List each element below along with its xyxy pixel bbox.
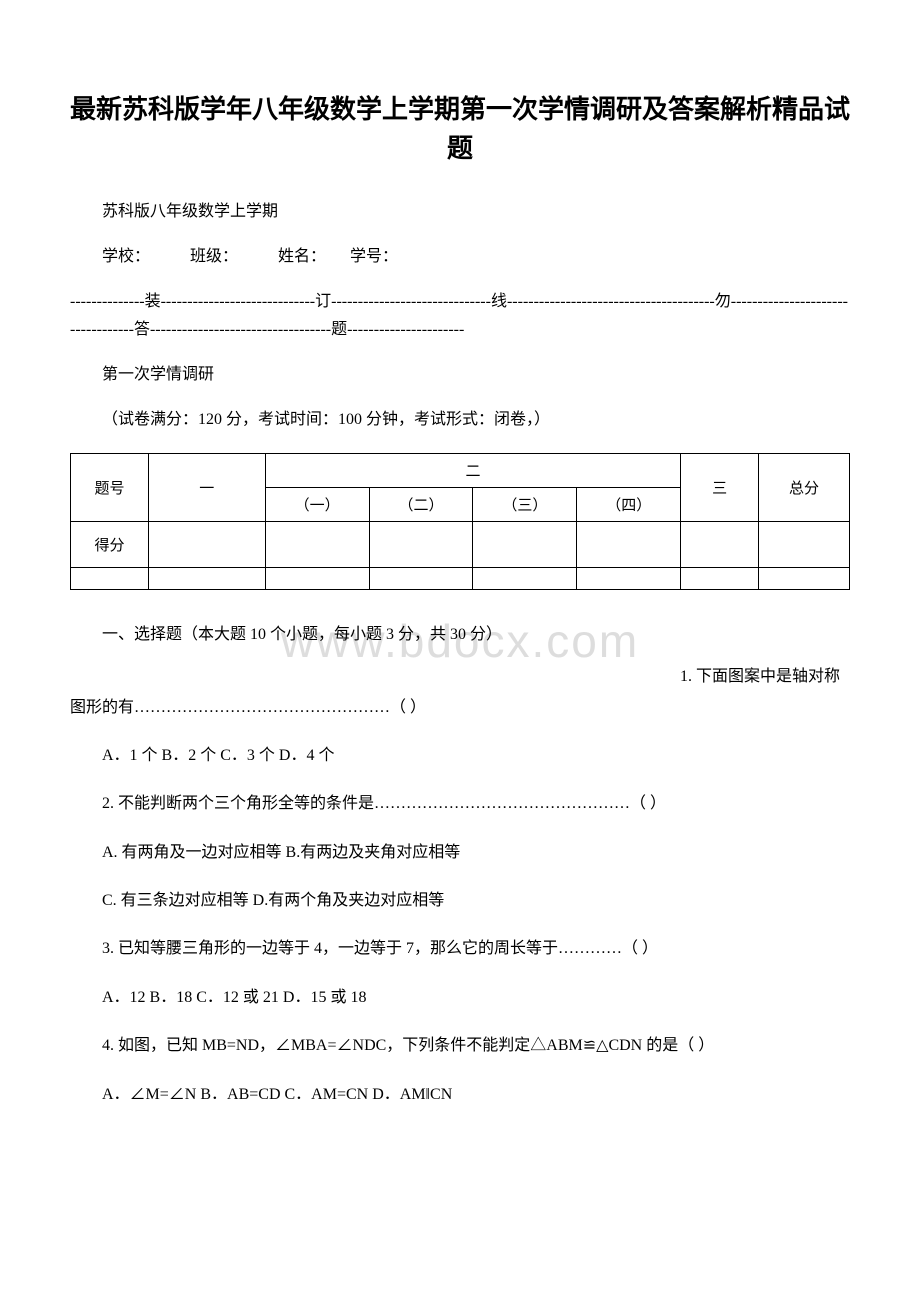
cell-empty bbox=[577, 522, 681, 568]
cell-empty bbox=[369, 568, 473, 590]
cell-label-score: 得分 bbox=[71, 522, 149, 568]
section-1-heading: 一、选择题（本大题 10 个小题，每小题 3 分，共 30 分） bbox=[70, 620, 850, 644]
q1-line2: 图形的有…………………………………………（ ） bbox=[70, 693, 850, 723]
exam-info: （试卷满分：120 分，考试时间：100 分钟，考试形式：闭卷，） bbox=[70, 406, 850, 433]
q2-options-line1: A. 有两角及一边对应相等 B.有两边及夹角对应相等 bbox=[70, 838, 850, 868]
question-3: 3. 已知等腰三角形的一边等于 4，一边等于 7，那么它的周长等于…………（ ） bbox=[70, 934, 850, 964]
cell-section-2-3: （三） bbox=[473, 488, 577, 522]
score-table: 题号 一 二 三 总分 （一） （二） （三） （四） 得分 bbox=[70, 453, 850, 590]
cell-empty bbox=[577, 568, 681, 590]
q3-options: A．12 B．18 C．12 或 21 D．15 或 18 bbox=[70, 983, 850, 1013]
q1-line1: 1. 下面图案中是轴对称 bbox=[70, 662, 850, 692]
seal-line: --------------装-------------------------… bbox=[70, 288, 850, 342]
student-info-line: 学校： 班级： 姓名： 学号： bbox=[70, 243, 850, 270]
q2-options-line2: C. 有三条边对应相等 D.有两个角及夹边对应相等 bbox=[70, 886, 850, 916]
cell-section-2-2: （二） bbox=[369, 488, 473, 522]
cell-empty bbox=[473, 522, 577, 568]
table-row: 题号 一 二 三 总分 bbox=[71, 454, 850, 488]
cell-empty bbox=[759, 522, 850, 568]
cell-empty bbox=[473, 568, 577, 590]
cell-total: 总分 bbox=[759, 454, 850, 522]
table-row bbox=[71, 568, 850, 590]
question-1: 1. 下面图案中是轴对称 图形的有…………………………………………（ ） bbox=[70, 662, 850, 723]
q1-options: A．1 个 B．2 个 C．3 个 D．4 个 bbox=[70, 741, 850, 771]
cell-empty bbox=[759, 568, 850, 590]
cell-section-2-header: 二 bbox=[265, 454, 680, 488]
cell-label-question-number: 题号 bbox=[71, 454, 149, 522]
exam-name: 第一次学情调研 bbox=[70, 361, 850, 388]
document-content: 最新苏科版学年八年级数学上学期第一次学情调研及答案解析精品试题 苏科版八年级数学… bbox=[70, 90, 850, 1110]
cell-empty bbox=[265, 568, 369, 590]
question-2: 2. 不能判断两个三个角形全等的条件是…………………………………………（ ） bbox=[70, 789, 850, 819]
cell-empty bbox=[369, 522, 473, 568]
cell-section-2-4: （四） bbox=[577, 488, 681, 522]
cell-empty bbox=[681, 568, 759, 590]
cell-empty bbox=[148, 568, 265, 590]
page-title: 最新苏科版学年八年级数学上学期第一次学情调研及答案解析精品试题 bbox=[70, 90, 850, 168]
edition-line: 苏科版八年级数学上学期 bbox=[70, 198, 850, 225]
cell-empty bbox=[71, 568, 149, 590]
q4-options: A．∠M=∠N B．AB=CD C．AM=CN D．AM‖CN bbox=[70, 1080, 850, 1110]
cell-section-3: 三 bbox=[681, 454, 759, 522]
cell-empty bbox=[148, 522, 265, 568]
question-4: 4. 如图，已知 MB=ND，∠MBA=∠NDC，下列条件不能判定△ABM≌△C… bbox=[70, 1031, 850, 1061]
cell-empty bbox=[265, 522, 369, 568]
table-row: 得分 bbox=[71, 522, 850, 568]
cell-section-1: 一 bbox=[148, 454, 265, 522]
cell-empty bbox=[681, 522, 759, 568]
cell-section-2-1: （一） bbox=[265, 488, 369, 522]
